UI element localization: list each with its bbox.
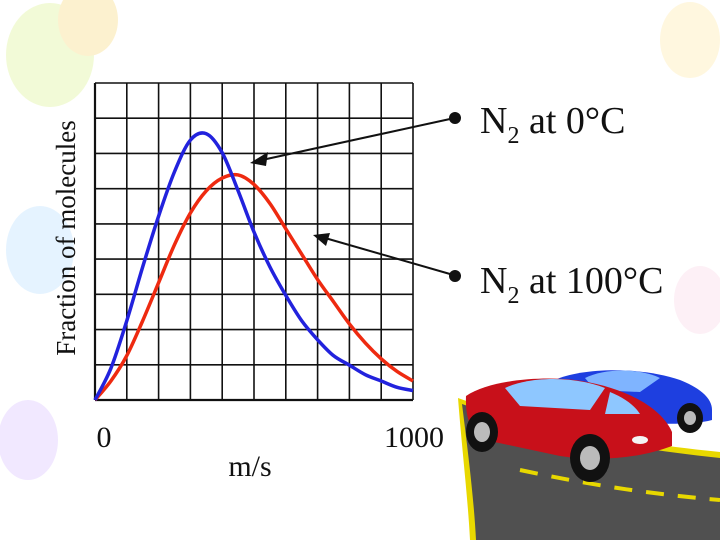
- callout-arrow-0c: [261, 118, 451, 161]
- callout-arrow-100c: [324, 237, 451, 275]
- balloon-background: [0, 0, 720, 480]
- plot-area: [93, 82, 414, 402]
- legend-label-100c-sub: 2: [507, 283, 519, 309]
- red-car-icon: [465, 378, 672, 482]
- series-line-n2-0c: [93, 131, 414, 401]
- arrowhead-0c: [250, 152, 268, 166]
- balloon-icon: [6, 206, 74, 294]
- legend-label-100c: N2 at 100°C: [480, 260, 663, 309]
- x-tick-label-1000: 1000: [384, 421, 444, 454]
- legend-label-0c: N2 at 0°C: [480, 100, 625, 149]
- balloon-icon: [674, 266, 720, 334]
- arrowhead-100c: [313, 233, 330, 246]
- balloon-icon: [58, 0, 118, 56]
- y-axis-label: Fraction of molecules: [51, 120, 81, 355]
- chart-grid: [93, 82, 414, 402]
- legend-dot-0c: [449, 112, 461, 124]
- legend-label-0c-rest: at 0°C: [519, 100, 625, 142]
- legend-label-0c-main: N: [480, 100, 507, 142]
- legend-label-100c-main: N: [480, 260, 507, 302]
- cars-illustration: [458, 370, 720, 540]
- road-line: [519, 468, 720, 502]
- series-line-n2-100c: [93, 172, 414, 402]
- legend-label-100c-rest: at 100°C: [519, 260, 663, 302]
- balloon-icon: [0, 400, 58, 480]
- x-axis-label: m/s: [228, 450, 271, 483]
- legend-dot-100c: [449, 270, 461, 282]
- legend-label-0c-sub: 2: [507, 123, 519, 149]
- x-tick-label-0: 0: [97, 421, 112, 454]
- series-layer: [93, 131, 414, 402]
- balloon-icon: [660, 2, 720, 78]
